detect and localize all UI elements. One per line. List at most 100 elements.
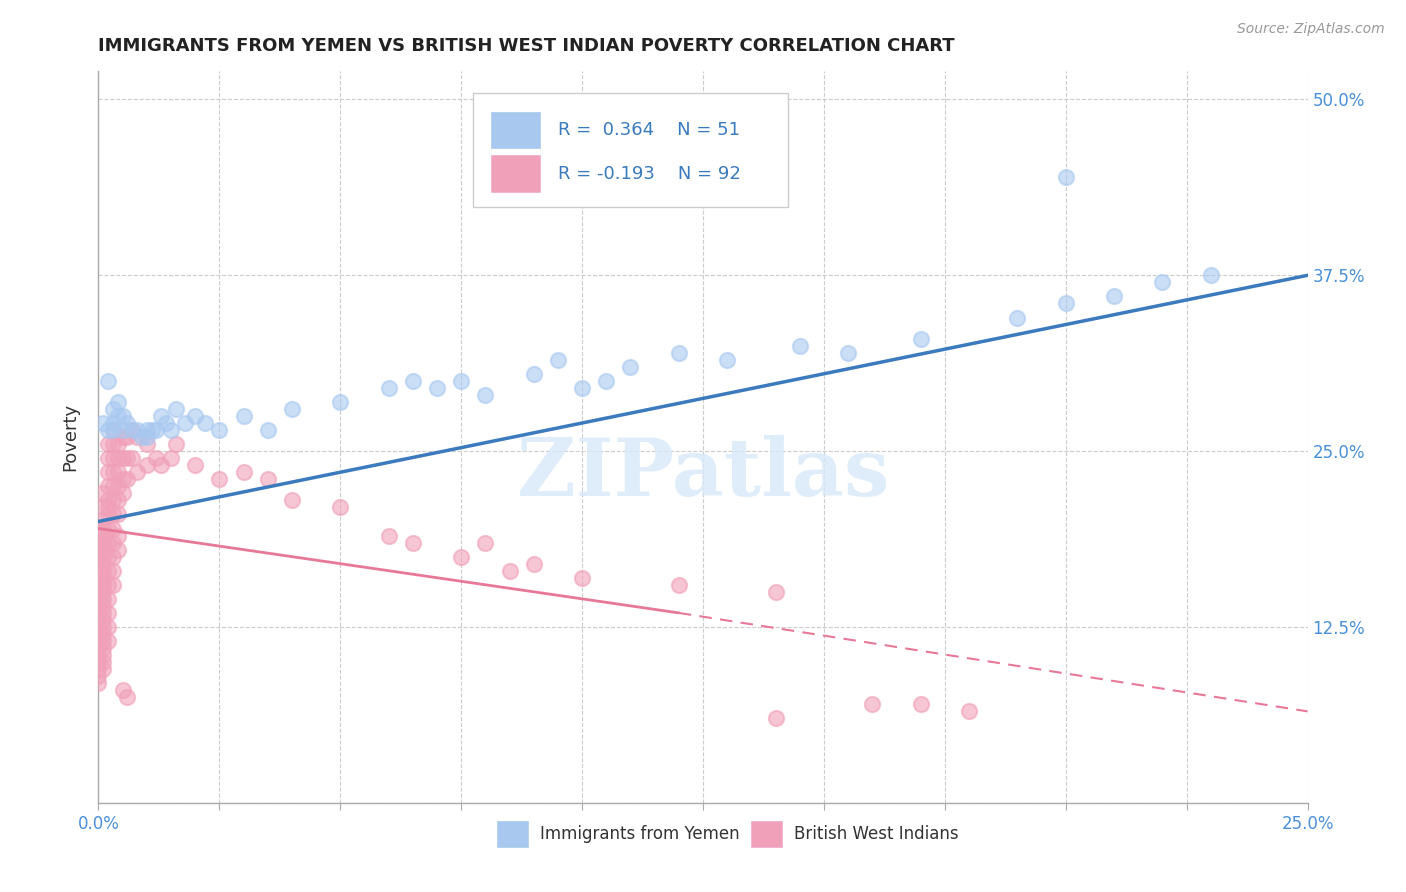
Y-axis label: Poverty: Poverty [62, 403, 80, 471]
Point [160, 423, 183, 437]
Point [87, 648, 110, 662]
Point [135, 430, 157, 444]
Point [101, 549, 124, 564]
Point [135, 458, 157, 473]
Point [91, 521, 114, 535]
Point [184, 409, 207, 423]
Point [101, 521, 124, 535]
Point [87, 578, 110, 592]
Point [91, 578, 114, 592]
Point [571, 381, 593, 395]
Point [107, 437, 129, 451]
Point [111, 409, 134, 423]
Point [97, 479, 120, 493]
Point [97, 451, 120, 466]
Point [87, 655, 110, 669]
Point [97, 606, 120, 620]
Point [91, 515, 114, 529]
Point [87, 571, 110, 585]
Point [101, 401, 124, 416]
Point [256, 472, 278, 486]
Point [97, 578, 120, 592]
Point [523, 557, 546, 571]
Point [87, 641, 110, 656]
Point [101, 437, 124, 451]
Point [547, 352, 569, 367]
Point [1054, 169, 1077, 184]
Point [87, 627, 110, 641]
Point [91, 528, 114, 542]
Point [87, 669, 110, 683]
Point [107, 465, 129, 479]
Point [281, 493, 304, 508]
Text: British West Indians: British West Indians [793, 825, 959, 843]
Point [837, 345, 859, 359]
Point [402, 374, 425, 388]
Point [97, 591, 120, 606]
Point [165, 437, 187, 451]
Point [91, 599, 114, 613]
Point [111, 472, 134, 486]
Point [91, 486, 114, 500]
Point [111, 423, 134, 437]
Point [232, 465, 254, 479]
Point [145, 451, 167, 466]
Point [910, 698, 932, 712]
Point [101, 564, 124, 578]
Point [127, 423, 149, 437]
Point [377, 528, 399, 542]
Point [141, 423, 163, 437]
Point [117, 430, 139, 444]
Point [117, 416, 139, 430]
Point [450, 374, 472, 388]
Point [111, 486, 134, 500]
Point [91, 634, 114, 648]
Point [97, 500, 120, 515]
Point [160, 451, 183, 466]
Point [402, 535, 425, 549]
Point [91, 606, 114, 620]
Point [107, 528, 129, 542]
Point [97, 423, 120, 437]
Point [91, 613, 114, 627]
Point [668, 578, 690, 592]
Point [150, 409, 173, 423]
Point [97, 564, 120, 578]
FancyBboxPatch shape [751, 821, 782, 847]
Point [101, 535, 124, 549]
Point [91, 500, 114, 515]
Point [765, 584, 787, 599]
Point [101, 423, 124, 437]
Point [87, 662, 110, 676]
Point [87, 613, 110, 627]
FancyBboxPatch shape [492, 112, 540, 148]
Point [97, 493, 120, 508]
Point [107, 409, 129, 423]
Point [107, 542, 129, 557]
Point [208, 423, 231, 437]
Point [87, 634, 110, 648]
Point [377, 381, 399, 395]
Point [87, 591, 110, 606]
Point [426, 381, 449, 395]
Point [91, 535, 114, 549]
Point [101, 423, 124, 437]
Point [155, 416, 177, 430]
Text: R = -0.193    N = 92: R = -0.193 N = 92 [558, 165, 741, 183]
Point [117, 472, 139, 486]
Point [91, 627, 114, 641]
Point [232, 409, 254, 423]
Point [111, 430, 134, 444]
Point [1007, 310, 1029, 325]
Point [97, 521, 120, 535]
Point [1199, 268, 1222, 283]
Point [117, 690, 139, 705]
Text: IMMIGRANTS FROM YEMEN VS BRITISH WEST INDIAN POVERTY CORRELATION CHART: IMMIGRANTS FROM YEMEN VS BRITISH WEST IN… [98, 37, 955, 54]
Point [450, 549, 472, 564]
Point [131, 430, 153, 444]
Point [194, 416, 217, 430]
Point [91, 648, 114, 662]
Point [91, 662, 114, 676]
Point [281, 401, 304, 416]
Text: Immigrants from Yemen: Immigrants from Yemen [540, 825, 740, 843]
